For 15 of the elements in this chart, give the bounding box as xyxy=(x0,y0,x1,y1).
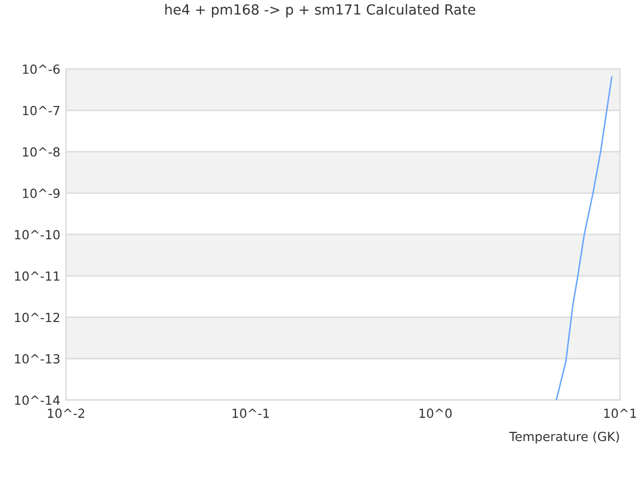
y-tick-label: 10^-8 xyxy=(22,147,60,157)
chart-title: he4 + pm168 -> p + sm171 Calculated Rate xyxy=(165,4,476,18)
y-tick-label: 10^-13 xyxy=(15,354,60,364)
y-tick-label: 10^-10 xyxy=(15,230,60,240)
y-tick-label: 10^-12 xyxy=(15,312,60,322)
x-tick-label: 10^-2 xyxy=(48,408,84,418)
y-tick-label: 10^-7 xyxy=(22,106,60,116)
x-tick-label: 10^1 xyxy=(604,408,636,418)
x-tick-label: 10^0 xyxy=(420,408,452,418)
y-tick-label: 10^-6 xyxy=(22,64,60,74)
y-tick-label: 10^-9 xyxy=(22,188,60,198)
y-tick-label: 10^-11 xyxy=(15,271,60,281)
y-tick-label: 10^-14 xyxy=(15,395,60,405)
x-axis-title: Temperature (GK) xyxy=(509,432,619,444)
x-tick-label: 10^-1 xyxy=(232,408,269,418)
